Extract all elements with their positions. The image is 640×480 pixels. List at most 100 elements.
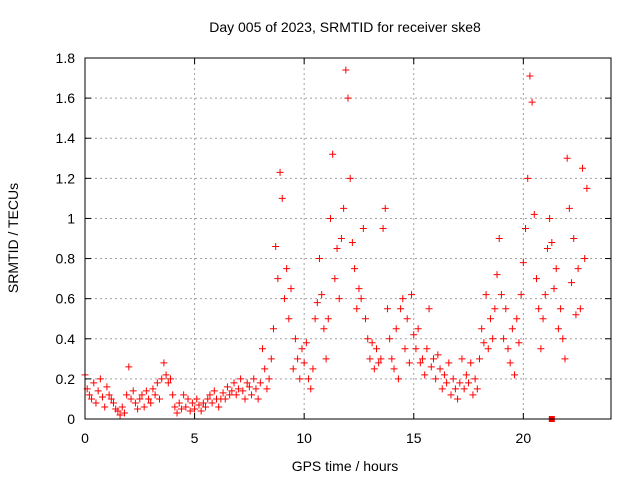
y-axis-label: SRMTID / TECUs [5, 183, 21, 293]
data-point [476, 355, 483, 363]
data-point [85, 391, 93, 399]
x-tick-label: 15 [406, 430, 422, 446]
data-point [359, 224, 367, 232]
data-point [309, 365, 317, 373]
data-point [158, 375, 166, 383]
data-point [568, 279, 576, 287]
data-point [379, 224, 387, 232]
data-point [276, 168, 284, 176]
data-point [403, 315, 411, 323]
data-point [416, 359, 424, 367]
data-point [99, 393, 107, 401]
y-tick-label: 0.6 [56, 291, 76, 307]
data-point [537, 345, 545, 353]
data-point [278, 194, 286, 202]
data-point [519, 259, 527, 267]
data-point [493, 271, 501, 279]
data-point [145, 395, 153, 403]
data-point [125, 363, 133, 371]
data-point [223, 383, 231, 391]
y-tick-label: 1.8 [56, 50, 76, 66]
data-point [285, 315, 293, 323]
data-point [423, 345, 431, 353]
data-point [274, 275, 282, 283]
data-point [267, 355, 275, 363]
y-tick-label: 0.2 [56, 371, 76, 387]
data-point [574, 265, 582, 273]
x-axis-label: GPS time / hours [292, 458, 399, 474]
data-point [508, 325, 516, 333]
data-point [202, 403, 210, 411]
data-point [425, 305, 433, 313]
data-point [414, 325, 422, 333]
data-point [344, 94, 352, 102]
data-point [484, 345, 492, 353]
data-point [421, 371, 429, 379]
data-point [129, 387, 137, 395]
data-point [259, 345, 267, 353]
data-point [307, 385, 315, 393]
data-point [337, 235, 345, 242]
data-point [355, 285, 363, 293]
data-point [351, 265, 359, 273]
data-point [377, 355, 385, 363]
data-point [322, 355, 330, 363]
data-point [248, 391, 256, 399]
data-point [252, 385, 260, 393]
data-point [156, 395, 164, 403]
data-point [465, 379, 473, 387]
data-point [432, 375, 440, 383]
data-point [175, 399, 183, 407]
data-point [399, 295, 407, 303]
data-point [241, 395, 249, 403]
data-point [340, 204, 348, 212]
data-point [462, 371, 470, 379]
data-point [486, 315, 494, 323]
data-point [164, 379, 172, 387]
data-point [287, 285, 295, 293]
data-point [471, 375, 479, 383]
data-point [149, 385, 157, 393]
data-point [504, 345, 512, 353]
data-point [180, 391, 188, 399]
data-point [368, 339, 376, 347]
data-point [473, 385, 481, 393]
data-point [469, 391, 477, 399]
data-point [120, 409, 128, 417]
data-point [320, 325, 328, 333]
data-point [370, 365, 378, 373]
data-point [208, 399, 216, 407]
data-point [256, 379, 264, 387]
data-point [357, 295, 365, 303]
data-point [335, 295, 343, 303]
y-tick-label: 0.4 [56, 331, 76, 347]
data-point [480, 339, 488, 347]
data-point [199, 399, 207, 407]
data-point [151, 391, 159, 399]
data-point [107, 395, 115, 403]
data-point [386, 335, 394, 343]
data-point [522, 224, 530, 232]
data-point [162, 371, 170, 379]
data-point [394, 375, 402, 383]
y-tick-label: 1.2 [56, 170, 76, 186]
data-point [388, 355, 396, 363]
data-point [182, 403, 190, 411]
data-point [195, 401, 203, 409]
data-point [289, 365, 297, 373]
data-point [392, 325, 400, 333]
data-point [118, 403, 126, 411]
data-point [326, 214, 334, 222]
data-point [250, 375, 258, 383]
data-point [263, 385, 271, 393]
data-point [375, 359, 383, 367]
data-point [390, 365, 398, 373]
data-point [506, 359, 514, 367]
data-point [245, 383, 253, 391]
data-point [298, 345, 306, 353]
data-point [219, 389, 227, 397]
data-point [136, 395, 144, 403]
data-point [160, 359, 168, 367]
data-point [177, 405, 185, 413]
data-point [528, 98, 536, 106]
